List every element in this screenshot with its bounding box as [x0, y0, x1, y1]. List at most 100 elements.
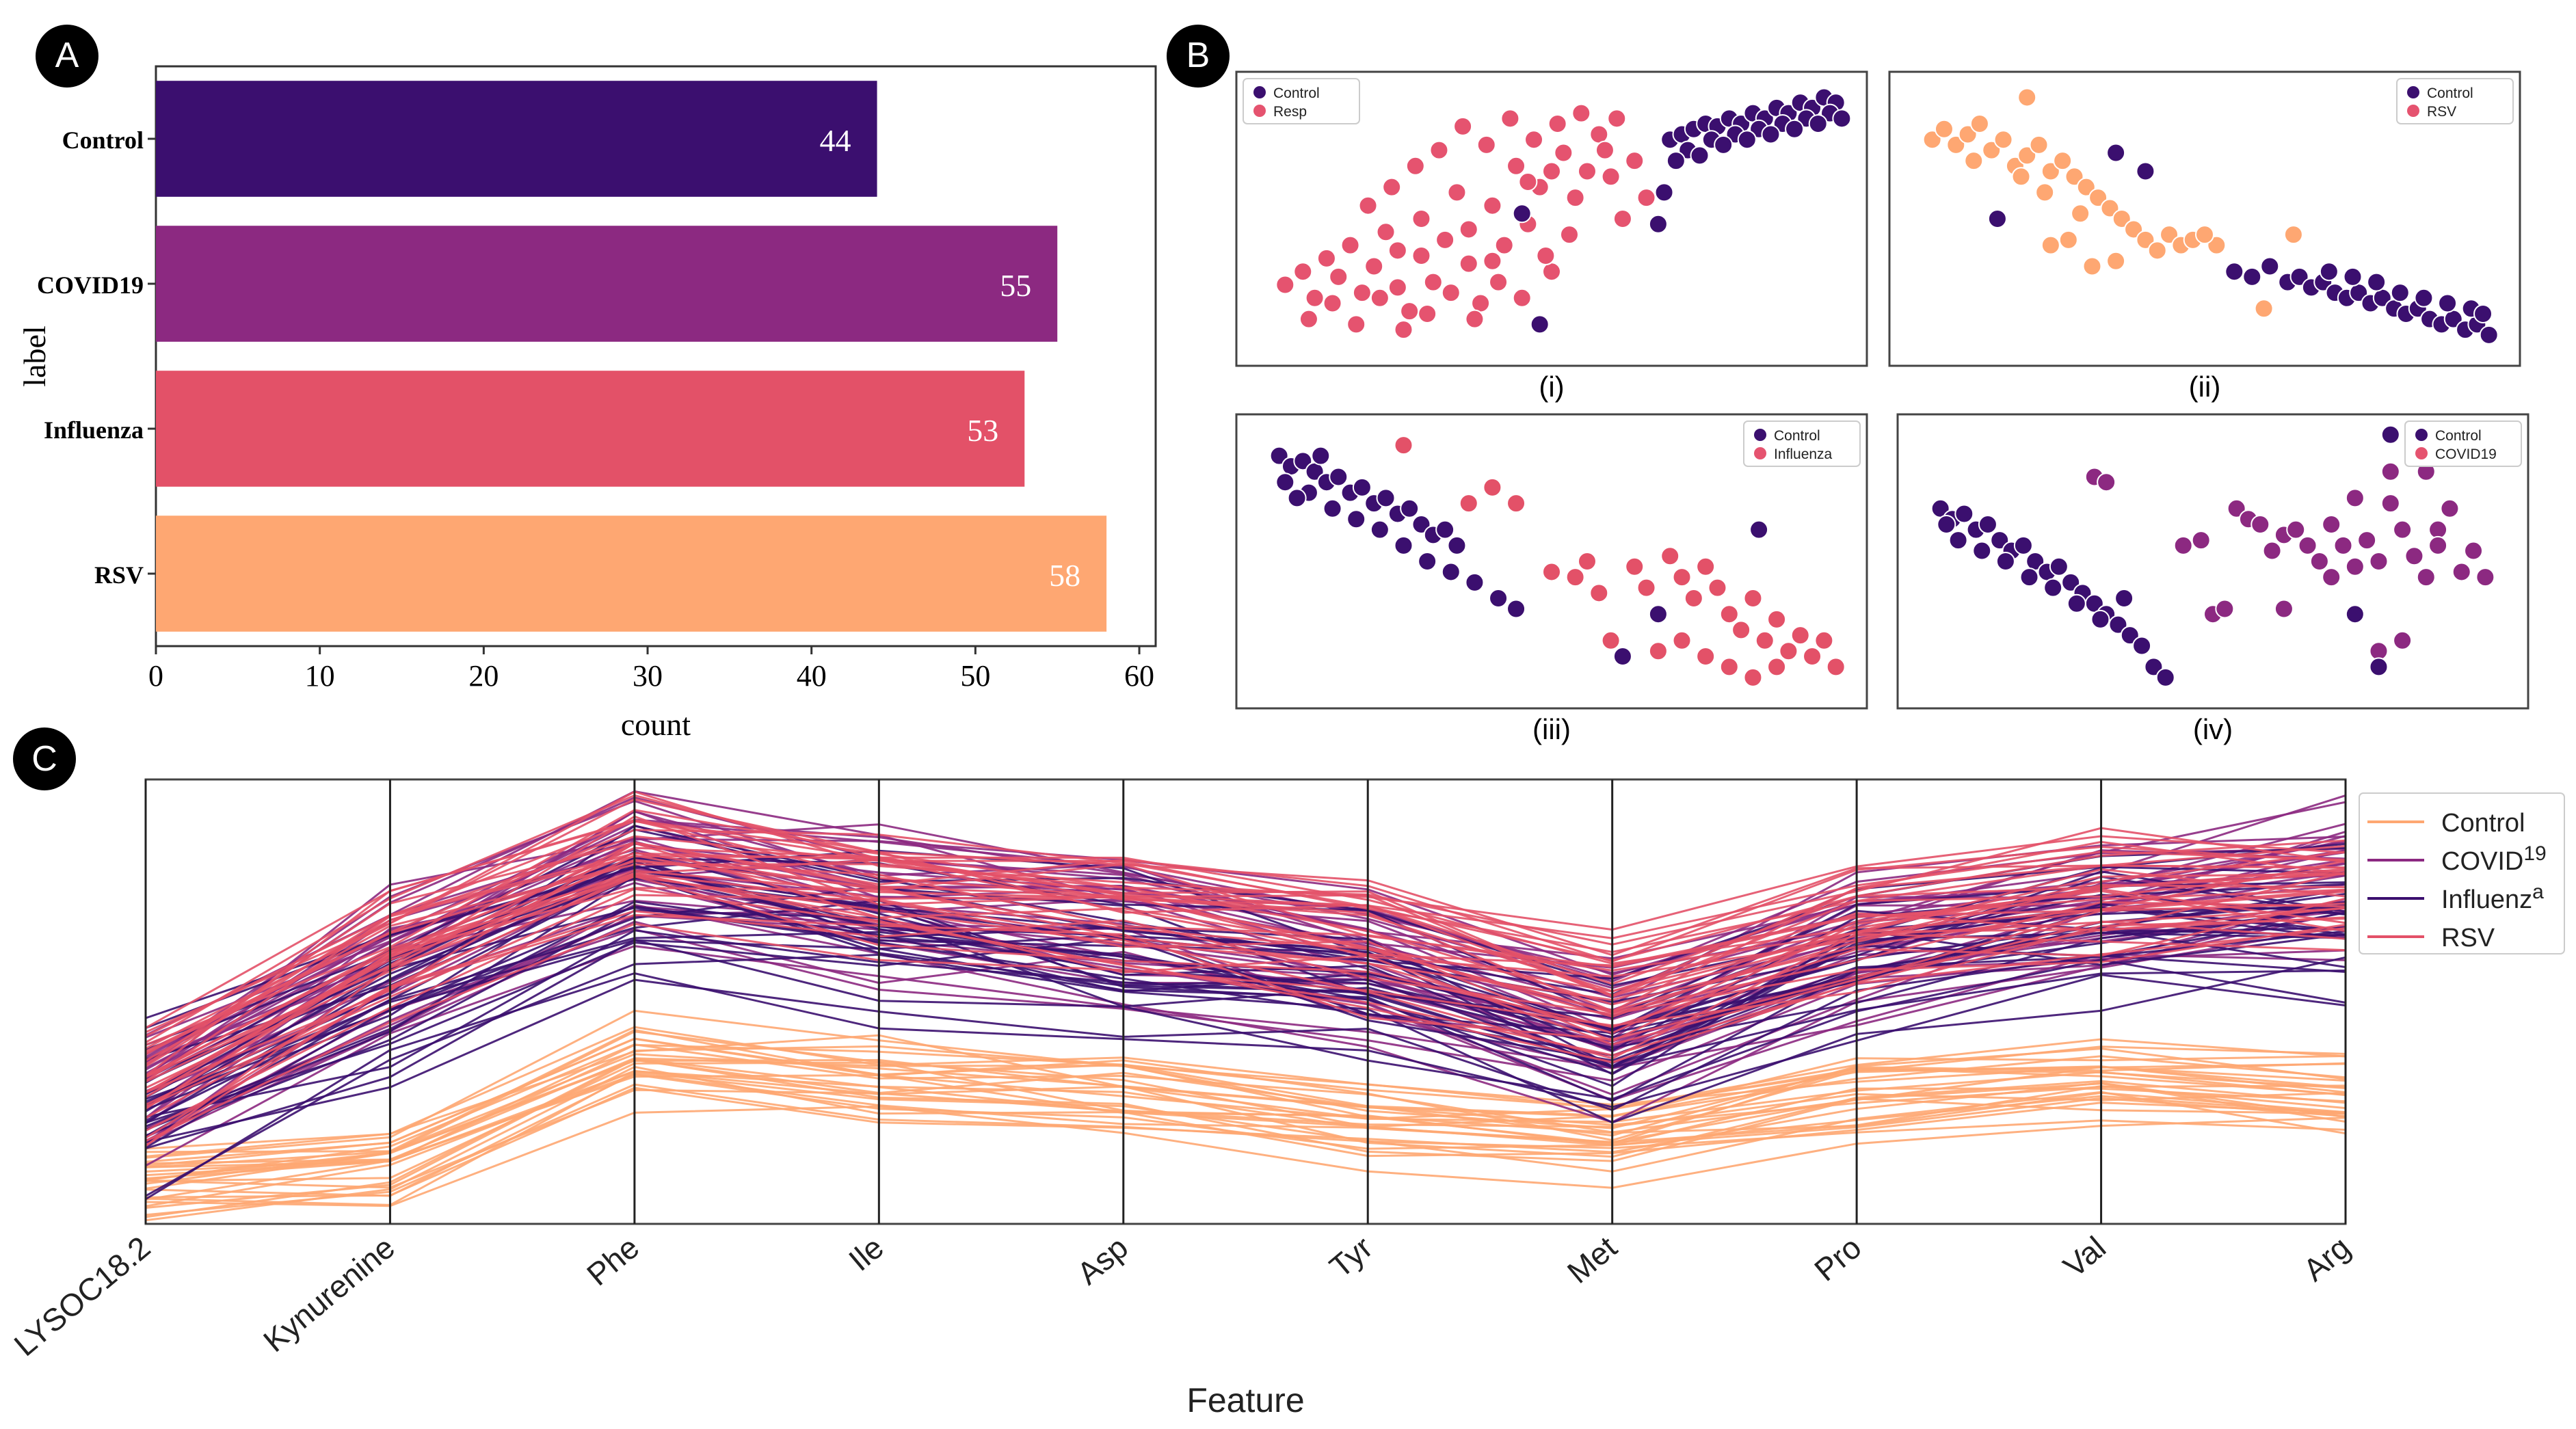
scatter-point-influenza	[1636, 578, 1656, 598]
x-axis-label: Feature	[1186, 1381, 1304, 1419]
scatter-point-covid19	[2464, 541, 2484, 561]
scatter-point-covid19	[2345, 488, 2365, 508]
scatter-point-covid19	[2380, 494, 2400, 513]
series-line-influenza	[145, 929, 2346, 1119]
scatter-point-resp	[1423, 272, 1443, 292]
scatter-point-rsv	[2041, 235, 2060, 255]
series-line-rsv	[145, 854, 2346, 1089]
scatter-point-control	[1761, 124, 1781, 144]
scatter-point-control	[1311, 446, 1331, 466]
scatter-point-resp	[1524, 130, 1544, 150]
scatter-point-covid19	[2262, 541, 2282, 561]
scatter-point-control	[1654, 183, 1674, 202]
scatter-point-influenza	[1684, 589, 1703, 609]
feature-tick-label: Kynurenine	[256, 1229, 401, 1359]
scatter-point-covid19	[2333, 535, 2353, 555]
legend-label: Resp	[1273, 104, 1307, 120]
series-line-control	[145, 1047, 2346, 1168]
series-line-control	[145, 1072, 2346, 1197]
legend-label-sup: a	[2532, 881, 2544, 903]
scatter-point-rsv	[2041, 161, 2060, 181]
scatter-point-resp	[1418, 304, 1437, 323]
scatter-point-control	[1978, 514, 1997, 534]
scatter-plot-iv: Control COVID19 (iv)	[1896, 413, 2529, 745]
scatter-point-resp	[1387, 278, 1407, 297]
scatter-point-covid19	[2369, 552, 2389, 571]
scatter-point-resp	[1429, 140, 1449, 160]
scatter-point-resp	[1494, 235, 1514, 255]
scatter-point-rsv	[2064, 167, 2084, 187]
scatter-point-covid19	[2173, 535, 2193, 555]
scatter-point-resp	[1405, 156, 1425, 176]
scatter-point-resp	[1459, 254, 1478, 273]
scatter-point-covid19	[2380, 462, 2400, 481]
scatter-point-resp	[1376, 222, 1396, 242]
scatter-point-rsv	[1922, 130, 1942, 150]
scatter-point-rsv	[2136, 230, 2155, 250]
scatter-point-rsv	[2076, 177, 2096, 197]
scatter-point-influenza	[1648, 641, 1668, 661]
scatter-caption: (iv)	[2193, 713, 2233, 745]
scatter-point-resp	[1305, 288, 1325, 308]
legend-marker	[2407, 86, 2419, 98]
scatter-point-influenza	[1790, 626, 1810, 645]
scatter-point-covid19	[2227, 498, 2246, 518]
scatter-point-covid19	[2393, 520, 2413, 539]
legend-label: Control	[2427, 85, 2473, 101]
scatter-point-control	[1435, 520, 1455, 539]
legend-marker	[1754, 447, 1766, 459]
scatter-point-resp	[1411, 209, 1431, 228]
scatter-point-covid19	[2475, 567, 2495, 587]
scatter-point-resp	[1382, 177, 1402, 197]
scatter-point-control	[1808, 114, 1828, 134]
scatter-point-control	[1749, 520, 1769, 539]
legend-label: Control	[1774, 428, 1820, 444]
legend-marker	[2415, 447, 2428, 459]
scatter-point-control	[2144, 657, 2164, 677]
series-line-influenza	[145, 931, 2346, 1106]
scatter-point-rsv	[2058, 230, 2078, 250]
scatter-point-control	[1648, 604, 1668, 624]
scatter-point-control	[1995, 552, 2015, 571]
feature-tick-label: Ile	[842, 1229, 890, 1278]
series-line-control	[145, 1026, 2346, 1150]
series-line-rsv	[145, 860, 2346, 1054]
scatter-point-control	[2319, 262, 2339, 282]
scatter-point-covid19	[2298, 535, 2318, 555]
scatter-point-resp	[1571, 103, 1591, 123]
scatter-point-resp	[1471, 293, 1491, 313]
scatter-point-resp	[1636, 188, 1656, 208]
scatter-point-control	[2061, 572, 2081, 592]
scatter-caption: (ii)	[2189, 371, 2221, 403]
feature-tick-label: Pro	[1807, 1229, 1868, 1288]
scatter-point-covid19	[2322, 514, 2341, 534]
scatter-point-control	[1418, 552, 1437, 571]
scatter-point-control	[2414, 288, 2434, 308]
scatter-point-covid19	[2286, 520, 2306, 539]
scatter-point-covid19	[2309, 552, 2329, 571]
series-line-rsv	[145, 851, 2346, 1078]
series-line-influenza	[145, 928, 2346, 1149]
scatter-point-influenza	[1660, 546, 1680, 566]
panel-c: C LYSOC18.2 Kynurenine Phe Ile Asp Tyr Met Pro V…	[8, 727, 2565, 1419]
scatter-point-influenza	[1719, 657, 1739, 677]
feature-tick-label: LYSOC18.2	[8, 1229, 157, 1363]
panel-a-letter: A	[55, 36, 79, 75]
scatter-point-influenza	[1672, 567, 1692, 587]
legend-label: Control	[1273, 85, 1320, 101]
legend-marker	[1253, 105, 1266, 117]
scatter-point-resp	[1447, 183, 1467, 202]
series-line-control	[145, 1083, 2346, 1216]
scatter-point-rsv	[1958, 124, 1978, 144]
y-tick-label: Control	[62, 126, 144, 154]
scatter-point-influenza	[1672, 630, 1692, 650]
scatter-point-covid19	[2428, 520, 2448, 539]
scatter-point-resp	[1542, 161, 1561, 181]
bar-value-label: 55	[1000, 268, 1031, 303]
series-line-rsv	[145, 790, 2346, 1033]
scatter-point-influenza	[1743, 667, 1763, 687]
scatter-point-control	[1370, 520, 1390, 539]
scatter-point-resp	[1346, 315, 1366, 334]
parallel-coordinates-plot: LYSOC18.2 Kynurenine Phe Ile Asp Tyr Met Pro Val…	[8, 778, 2565, 1419]
scatter-point-covid19	[2369, 641, 2389, 661]
